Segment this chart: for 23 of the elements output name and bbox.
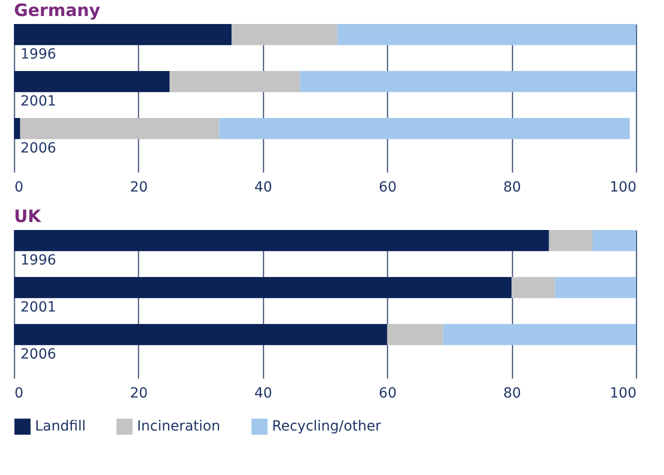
legend-label: Landfill <box>35 418 86 435</box>
x-tick-label: 80 <box>503 180 522 196</box>
x-tick-label: 100 <box>610 180 636 196</box>
x-tick-label: 40 <box>254 386 272 402</box>
chart-title: UK <box>14 207 42 227</box>
x-tick-label: 20 <box>130 180 148 196</box>
y-tick-label: 1996 <box>20 252 56 269</box>
x-tick-label: 20 <box>130 386 148 402</box>
chart-title: Germany <box>14 1 100 21</box>
x-tick-label: 80 <box>503 386 522 402</box>
x-tick-label: 60 <box>378 386 397 402</box>
x-tick-label: 0 <box>14 386 24 402</box>
x-tick-label: 60 <box>378 180 397 196</box>
x-tick-label: 100 <box>610 386 636 402</box>
y-tick-label: 2006 <box>20 346 56 363</box>
y-tick-label: 2006 <box>20 140 56 157</box>
legend-label: Recycling/other <box>272 418 382 435</box>
y-tick-label: 2001 <box>20 94 56 110</box>
x-tick-label: 40 <box>254 180 272 196</box>
legend-label: Incineration <box>137 418 220 435</box>
y-tick-label: 2001 <box>20 300 56 316</box>
y-tick-label: 1996 <box>20 46 56 63</box>
x-tick-label: 0 <box>14 180 24 196</box>
